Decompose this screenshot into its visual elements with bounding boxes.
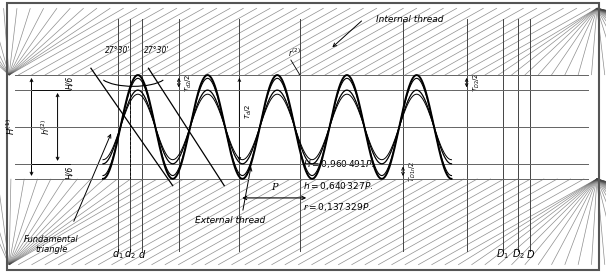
Text: Internal thread: Internal thread: [376, 15, 443, 24]
Text: $r^{(2)}$: $r^{(2)}$: [287, 46, 301, 59]
Text: H/6: H/6: [65, 165, 75, 179]
Text: $d$: $d$: [138, 248, 147, 260]
Text: $H^{(1)}$: $H^{(1)}$: [5, 118, 17, 135]
Text: External thread: External thread: [195, 216, 265, 225]
Text: 27°30': 27°30': [144, 46, 169, 55]
Text: 27°30': 27°30': [105, 46, 131, 55]
Text: H/6: H/6: [65, 75, 75, 88]
Text: $h^{(2)}$: $h^{(2)}$: [39, 119, 52, 135]
Text: Fundamental
triangle: Fundamental triangle: [24, 235, 79, 254]
Text: $T_{D1r}/2$: $T_{D1r}/2$: [408, 161, 418, 182]
Text: $r = 0{,}137\,329P.$: $r = 0{,}137\,329P.$: [303, 201, 371, 213]
Text: $D_1$: $D_1$: [496, 247, 510, 261]
Text: $T_{d2}/2$: $T_{d2}/2$: [184, 73, 194, 92]
Text: $d_1$: $d_1$: [112, 247, 124, 261]
Text: P: P: [271, 183, 278, 192]
Text: $D$: $D$: [526, 248, 534, 260]
Text: $T_{D2}/2$: $T_{D2}/2$: [471, 73, 482, 92]
Text: $d_2$: $d_2$: [124, 247, 136, 261]
Text: $D_2$: $D_2$: [511, 247, 525, 261]
Text: $T_d/2$: $T_d/2$: [244, 103, 255, 119]
Text: $H = 0{,}960\,491P.$: $H = 0{,}960\,491P.$: [303, 158, 375, 170]
Text: $h = 0{,}640\,327P.$: $h = 0{,}640\,327P.$: [303, 180, 373, 192]
